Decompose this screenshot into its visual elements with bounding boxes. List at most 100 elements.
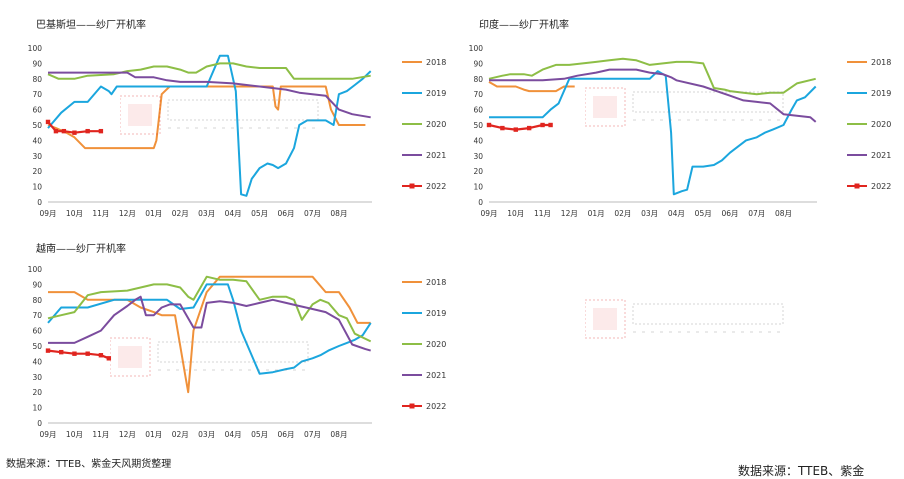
y-tick-label: 40 (32, 136, 42, 145)
y-tick-label: 100 (28, 44, 43, 53)
series-line-2020 (488, 57, 816, 96)
y-tick-label: 20 (473, 167, 483, 176)
chart-panel-vietnam: 越南——纱厂开机率 0 10 20 30 40 50 60 70 80 90 100 09月 10月 11… (20, 230, 460, 450)
x-tick-label: 10月 (66, 430, 83, 439)
legend-label-2021: 2021 (426, 151, 446, 160)
x-tick-label: 07月 (748, 209, 765, 218)
x-tick-label: 12月 (561, 209, 578, 218)
x-tick-label: 07月 (304, 209, 321, 218)
y-tick-label: 0 (37, 198, 42, 207)
series-line-2019 (47, 54, 372, 197)
legend-marker-2022 (409, 403, 415, 409)
chart-india: 0 10 20 30 40 50 60 70 80 90 100 09月 10月 11月 12月 01月 02月… (469, 44, 892, 218)
series-marker-2022 (61, 128, 67, 134)
series-marker-2022 (98, 353, 104, 358)
y-tick-label: 40 (473, 136, 483, 145)
y-tick-label: 80 (32, 296, 42, 305)
x-tick-label: 10月 (507, 209, 524, 218)
legend-label-2021: 2021 (426, 371, 446, 380)
legend-label-2019: 2019 (426, 89, 446, 98)
x-tick-label: 03月 (198, 209, 215, 218)
series-marker-2022 (526, 125, 532, 131)
y-tick-label: 60 (32, 106, 42, 115)
watermark-logo (584, 298, 785, 346)
series-marker-2022 (85, 128, 90, 134)
x-tick-label: 09月 (39, 209, 56, 218)
x-tick-label: 11月 (92, 209, 109, 218)
chart-vietnam: 0 10 20 30 40 50 60 70 80 90 100 09月 10月 11月 12月 01月 02月… (28, 265, 447, 439)
series-marker-2022 (106, 356, 112, 361)
series-marker-2022 (98, 128, 104, 134)
x-tick-label: 08月 (330, 430, 347, 439)
x-tick-label: 09月 (480, 209, 497, 218)
legend-label-2022: 2022 (426, 182, 446, 191)
series-line-2020 (47, 275, 372, 343)
series-line-2019 (489, 70, 817, 196)
series-line-2021 (489, 68, 817, 123)
y-tick-label: 0 (478, 198, 483, 207)
y-tick-label: 0 (37, 419, 42, 428)
chart-title-pakistan: 巴基斯坦——纱厂开机率 (36, 20, 146, 31)
x-tick-label: 01月 (145, 430, 162, 439)
legend-label-2018: 2018 (871, 58, 891, 67)
legend-label-2020: 2020 (426, 340, 446, 349)
legend-label-2021: 2021 (871, 151, 891, 160)
y-tick-label: 70 (473, 90, 483, 99)
y-tick-label: 10 (32, 404, 42, 413)
y-tick-label: 20 (32, 388, 42, 397)
y-tick-label: 100 (469, 44, 484, 53)
source-note: 数据来源：TTEB、紫金天风期货整理 (6, 459, 172, 470)
x-tick-label: 01月 (145, 209, 162, 218)
chart-panel-pakistan: 巴基斯坦——纱厂开机率 0 10 20 30 40 50 60 70 80 90 100 09月 10月… (20, 8, 460, 233)
series-line-2021 (48, 295, 371, 352)
legend-label-2022: 2022 (871, 182, 891, 191)
legend-label-2020: 2020 (426, 120, 446, 129)
series-marker-2022 (540, 122, 545, 128)
legend-label-2019: 2019 (426, 309, 446, 318)
y-tick-label: 80 (32, 75, 42, 84)
legend-label-2018: 2018 (426, 58, 446, 67)
x-tick-label: 04月 (225, 209, 242, 218)
y-tick-label: 20 (32, 167, 42, 176)
y-tick-label: 50 (473, 121, 483, 130)
y-tick-label: 70 (32, 90, 42, 99)
series-line-2020 (47, 62, 371, 80)
chart-title-india: 印度——纱厂开机率 (479, 20, 569, 31)
x-tick-label: 11月 (534, 209, 551, 218)
y-tick-label: 100 (28, 265, 43, 274)
x-tick-label: 06月 (721, 209, 738, 218)
x-tick-label: 07月 (304, 430, 321, 439)
watermark-logo (584, 86, 785, 134)
chart-title-vietnam: 越南——纱厂开机率 (36, 244, 126, 255)
series-marker-2022 (85, 351, 90, 356)
series-marker-2022 (486, 122, 492, 128)
x-tick-label: 06月 (278, 209, 295, 218)
x-tick-label: 03月 (641, 209, 658, 218)
y-tick-label: 90 (32, 280, 42, 289)
legend-label-2018: 2018 (426, 278, 446, 287)
y-tick-label: 10 (473, 183, 483, 192)
x-tick-label: 04月 (668, 209, 685, 218)
x-tick-label: 12月 (119, 209, 136, 218)
series-marker-2022 (45, 348, 51, 353)
x-tick-label: 11月 (92, 430, 109, 439)
x-tick-label: 09月 (39, 430, 56, 439)
series-marker-2022 (500, 125, 505, 131)
y-tick-label: 30 (473, 152, 483, 161)
chart-panel-india: 印度——纱厂开机率 0 10 20 30 40 50 60 70 80 90 100 09月 10月 11… (465, 8, 904, 233)
series-marker-2022 (72, 130, 77, 135)
y-tick-label: 40 (32, 357, 42, 366)
source-note-cut: 数据来源：TTEB、紫金 (738, 464, 865, 478)
x-tick-label: 03月 (198, 430, 215, 439)
x-tick-label: 08月 (775, 209, 792, 218)
legend-label-2022: 2022 (426, 402, 446, 411)
y-tick-label: 50 (32, 342, 42, 351)
series-marker-2022 (513, 127, 518, 132)
y-tick-label: 10 (32, 183, 42, 192)
watermark-logo (119, 94, 320, 142)
chart-pakistan: 0 10 20 30 40 50 60 70 80 90 100 09月 10月 11月 12月 01月 02月… (28, 44, 447, 218)
y-tick-label: 90 (473, 59, 483, 68)
y-tick-label: 30 (32, 152, 42, 161)
series-marker-2022 (59, 349, 64, 355)
y-tick-label: 70 (32, 311, 42, 320)
